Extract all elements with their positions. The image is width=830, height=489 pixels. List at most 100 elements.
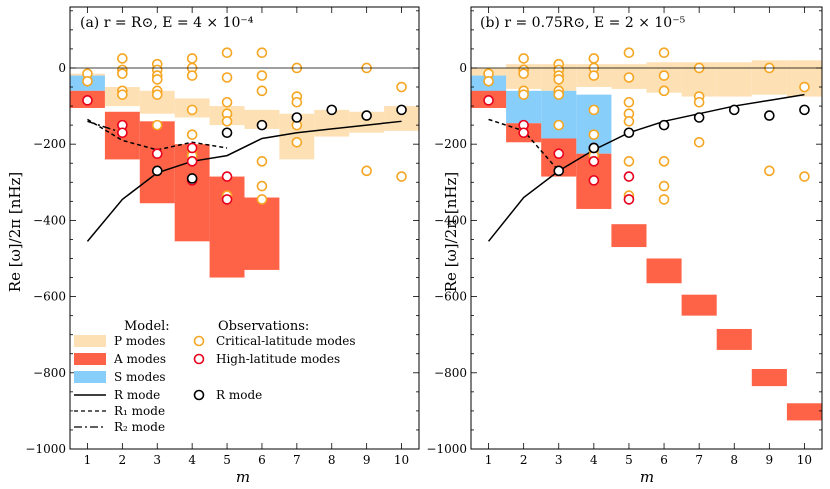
r-mode-line xyxy=(86,120,402,242)
critical-obs-point xyxy=(221,116,233,127)
x-tick-label: 1 xyxy=(84,453,92,467)
legend-highlat-marker xyxy=(193,353,205,365)
x-tick-label: 3 xyxy=(153,453,161,467)
legend: Model: Observations: P modes A modes S m… xyxy=(74,319,356,434)
legend-p-label: P modes xyxy=(114,334,165,348)
r2-mode-line xyxy=(87,120,123,134)
x-tick-label: 9 xyxy=(766,453,774,467)
r-obs-point xyxy=(588,142,600,154)
y-tick-label: −800 xyxy=(33,366,66,380)
critical-obs-point xyxy=(256,194,268,205)
critical-obs-point xyxy=(256,85,268,97)
x-tick-label: 7 xyxy=(293,453,301,467)
critical-obs-point xyxy=(799,171,810,182)
critical-obs-point xyxy=(623,116,635,127)
panel-a-observations xyxy=(82,47,407,205)
highlat-obs-point xyxy=(117,127,128,139)
panel-b-observations xyxy=(483,47,810,205)
panel-a: 1 2 3 4 5 6 7 8 9 10 −1000 −800 −600 −400 −200 0 (a) r … xyxy=(6,6,420,486)
critical-obs-point xyxy=(291,96,303,108)
critical-obs-point xyxy=(658,70,670,81)
highlat-obs-point xyxy=(553,148,565,159)
critical-obs-point xyxy=(117,68,128,79)
highlat-obs-point xyxy=(588,175,600,186)
y-tick-label: 0 xyxy=(58,61,66,75)
r-obs-point xyxy=(693,112,705,123)
critical-obs-point xyxy=(623,156,635,167)
critical-obs-point xyxy=(151,74,163,85)
a-mode-band xyxy=(244,197,280,270)
panel-b: 1 2 3 4 5 6 7 8 9 10 −1000 −800 −600 −400 −200 0 (b) r … xyxy=(426,6,823,486)
critical-obs-point xyxy=(553,89,565,100)
highlat-obs-point xyxy=(221,194,233,205)
r-obs-point xyxy=(764,110,775,121)
critical-obs-point xyxy=(483,76,494,87)
highlat-obs-point xyxy=(186,142,198,154)
panel-b-ylabel: Re [ω]/2π [nHz] xyxy=(442,172,460,292)
axes-frame xyxy=(470,6,823,450)
r-obs-point xyxy=(221,127,233,139)
x-tick-label: 1 xyxy=(485,453,493,467)
legend-p-swatch xyxy=(74,335,106,347)
highlat-obs-point xyxy=(221,171,233,182)
highlat-obs-point xyxy=(151,148,163,159)
a-mode-band xyxy=(681,294,717,316)
p-mode-band xyxy=(244,109,280,129)
highlat-obs-point xyxy=(82,95,93,106)
critical-obs-point xyxy=(256,47,268,59)
x-tick-label: 5 xyxy=(223,453,231,467)
p-mode-band xyxy=(349,111,385,133)
legend-obs-title: Observations: xyxy=(218,319,309,334)
critical-obs-point xyxy=(518,53,529,64)
x-tick-label: 10 xyxy=(797,453,812,467)
critical-obs-point xyxy=(588,104,600,116)
panel-b-title: (b) r = 0.75R⊙, E = 2 × 10⁻⁵ xyxy=(480,15,686,31)
panel-a-axes: 1 2 3 4 5 6 7 8 9 10 −1000 −800 −600 −400 −200 0 xyxy=(25,6,420,467)
r-mode-line xyxy=(487,93,805,242)
r-obs-point xyxy=(658,119,670,131)
critical-obs-point xyxy=(256,70,268,81)
panel-a-xlabel: m xyxy=(236,468,250,486)
critical-obs-point xyxy=(518,68,529,79)
critical-obs-point xyxy=(623,96,635,108)
x-tick-label: 9 xyxy=(363,453,371,467)
critical-obs-point xyxy=(623,47,635,59)
a-mode-band xyxy=(611,224,647,248)
critical-obs-point xyxy=(658,156,670,167)
critical-obs-point xyxy=(588,53,600,64)
y-tick-label: −400 xyxy=(434,213,467,227)
panel-b-axes: 1 2 3 4 5 6 7 8 9 10 −1000 −800 −600 −400 −200 0 xyxy=(426,6,823,467)
y-tick-label: 0 xyxy=(459,61,467,75)
panel-a-title: (a) r = R⊙, E = 4 × 10⁻⁴ xyxy=(80,15,254,31)
legend-a-swatch xyxy=(74,353,106,365)
legend-critical-marker xyxy=(193,335,205,347)
x-tick-label: 2 xyxy=(520,453,528,467)
y-tick-label: −400 xyxy=(33,213,66,227)
r-obs-point xyxy=(361,110,372,121)
critical-obs-point xyxy=(256,156,268,167)
critical-obs-point xyxy=(588,70,600,81)
legend-critical-label: Critical-latitude modes xyxy=(216,334,356,348)
critical-obs-point xyxy=(82,76,93,87)
x-tick-label: 8 xyxy=(730,453,738,467)
x-tick-label: 5 xyxy=(625,453,633,467)
x-tick-label: 7 xyxy=(695,453,703,467)
a-mode-band xyxy=(716,328,752,350)
r-obs-point xyxy=(186,173,198,184)
critical-obs-point xyxy=(693,96,705,108)
a-mode-band xyxy=(139,121,175,204)
x-tick-label: 6 xyxy=(258,453,266,467)
r-obs-point xyxy=(326,104,338,116)
r-obs-point xyxy=(396,104,407,116)
legend-r-label: R mode xyxy=(114,388,160,402)
legend-robs-marker xyxy=(193,389,205,401)
highlat-obs-point xyxy=(588,156,600,167)
y-tick-label: −1000 xyxy=(25,442,66,456)
legend-a-label: A modes xyxy=(113,352,166,366)
x-tick-label: 4 xyxy=(590,453,598,467)
r-obs-point xyxy=(151,165,163,177)
critical-obs-point xyxy=(396,171,407,182)
y-tick-label: −600 xyxy=(434,290,467,304)
critical-obs-point xyxy=(117,89,128,100)
